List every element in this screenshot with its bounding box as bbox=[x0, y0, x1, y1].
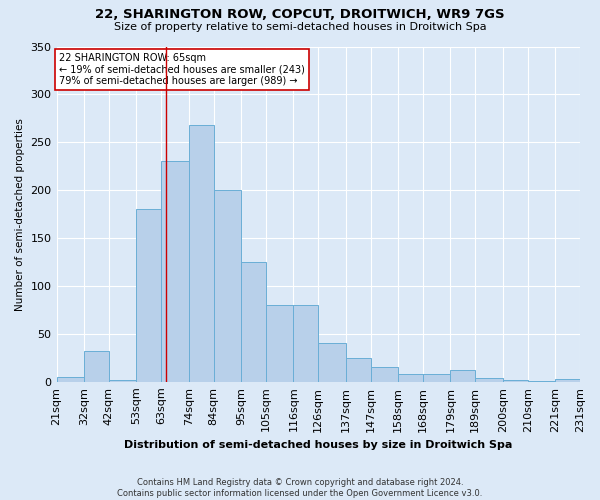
Bar bbox=[109, 380, 136, 382]
Y-axis label: Number of semi-detached properties: Number of semi-detached properties bbox=[15, 118, 25, 310]
Text: Contains HM Land Registry data © Crown copyright and database right 2024.
Contai: Contains HM Land Registry data © Crown c… bbox=[118, 478, 482, 498]
Bar bbox=[84, 351, 109, 382]
X-axis label: Distribution of semi-detached houses by size in Droitwich Spa: Distribution of semi-detached houses by … bbox=[124, 440, 512, 450]
Bar bbox=[346, 358, 371, 382]
Bar bbox=[318, 344, 346, 382]
Bar bbox=[398, 374, 423, 382]
Bar bbox=[423, 374, 451, 382]
Bar bbox=[266, 305, 293, 382]
Text: 22 SHARINGTON ROW: 65sqm
← 19% of semi-detached houses are smaller (243)
79% of : 22 SHARINGTON ROW: 65sqm ← 19% of semi-d… bbox=[59, 53, 305, 86]
Bar bbox=[527, 381, 555, 382]
Bar bbox=[56, 377, 84, 382]
Bar bbox=[188, 125, 214, 382]
Text: Size of property relative to semi-detached houses in Droitwich Spa: Size of property relative to semi-detach… bbox=[113, 22, 487, 32]
Bar bbox=[214, 190, 241, 382]
Bar bbox=[241, 262, 266, 382]
Bar bbox=[136, 210, 161, 382]
Text: 22, SHARINGTON ROW, COPCUT, DROITWICH, WR9 7GS: 22, SHARINGTON ROW, COPCUT, DROITWICH, W… bbox=[95, 8, 505, 20]
Bar bbox=[161, 162, 188, 382]
Bar bbox=[503, 380, 527, 382]
Bar bbox=[293, 305, 318, 382]
Bar bbox=[475, 378, 503, 382]
Bar bbox=[451, 370, 475, 382]
Bar bbox=[555, 379, 580, 382]
Bar bbox=[371, 368, 398, 382]
